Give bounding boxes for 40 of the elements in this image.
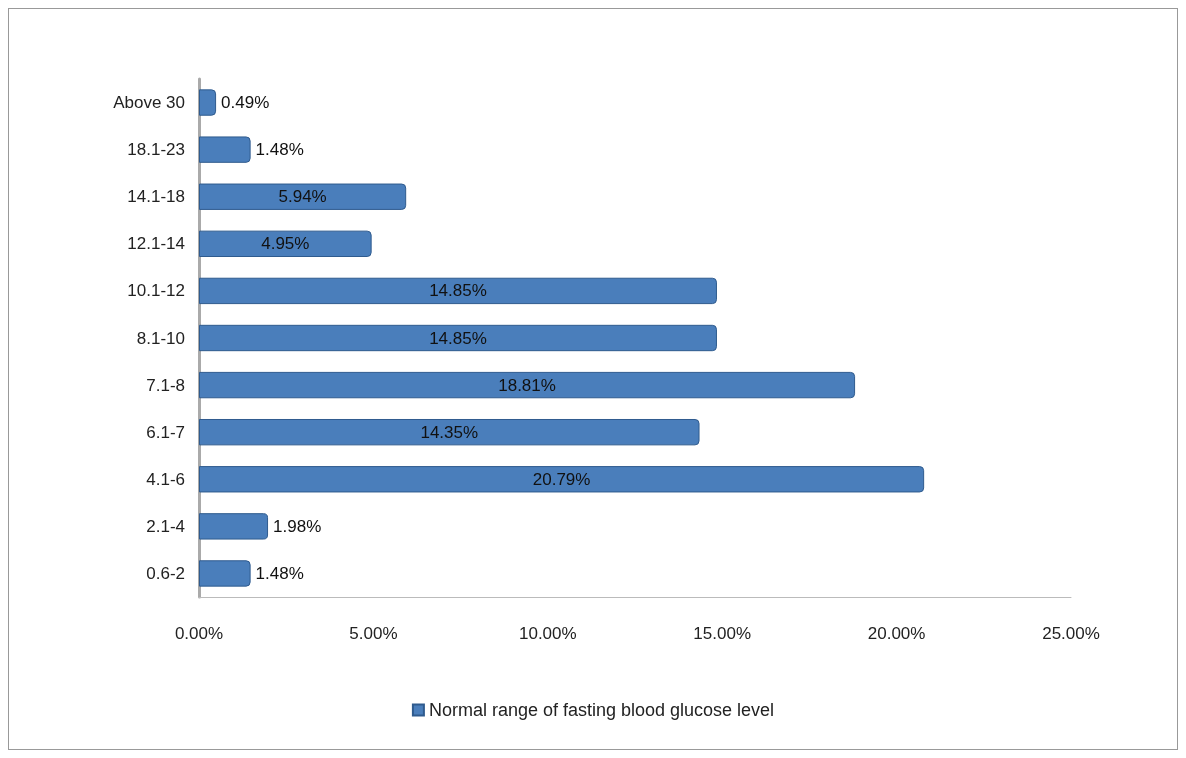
legend-label: Normal range of fasting blood glucose level [428, 700, 775, 720]
bar [199, 371, 856, 399]
y-tick-label: 12.1-14 [127, 234, 185, 254]
x-tick-label: 20.00% [867, 624, 926, 643]
bar [199, 513, 269, 540]
data-label: 14.85% [429, 328, 487, 348]
data-label: 1.98% [273, 516, 322, 536]
x-tick-label: 25.00% [1042, 624, 1100, 643]
bar [199, 136, 251, 163]
data-label: 1.48% [255, 140, 304, 160]
bar [199, 89, 217, 116]
bar [199, 419, 700, 446]
data-label: 14.35% [420, 422, 479, 442]
y-tick-label: 4.1-6 [146, 469, 185, 489]
data-label: 4.95% [261, 234, 310, 254]
y-tick-label: 6.1-7 [146, 422, 185, 442]
x-tick-label: 0.00% [174, 624, 224, 643]
bar [199, 324, 717, 352]
data-label: 0.49% [221, 93, 270, 113]
y-tick-label: 14.1-18 [127, 187, 185, 207]
y-tick-label: 0.6-2 [146, 563, 185, 583]
x-tick-label: 15.00% [693, 624, 752, 643]
y-tick-label: 10.1-12 [127, 281, 185, 301]
bar [199, 560, 251, 587]
y-tick-label: Above 30 [113, 93, 185, 113]
data-label: 20.79% [532, 469, 591, 489]
data-label: 18.81% [498, 375, 556, 395]
bar [199, 277, 717, 305]
y-tick-label: 8.1-10 [136, 328, 185, 348]
x-tick-label: 5.00% [349, 624, 398, 643]
data-label: 1.48% [255, 563, 304, 583]
bar [199, 230, 372, 257]
y-tick-label: 18.1-23 [127, 140, 185, 160]
bar [199, 183, 407, 210]
x-tick-label: 10.00% [518, 624, 577, 643]
data-label: 5.94% [278, 187, 327, 207]
bar [199, 466, 925, 493]
y-tick-label: 7.1-8 [146, 375, 185, 395]
y-tick-label: 2.1-4 [146, 516, 185, 536]
data-label: 14.85% [429, 281, 487, 301]
